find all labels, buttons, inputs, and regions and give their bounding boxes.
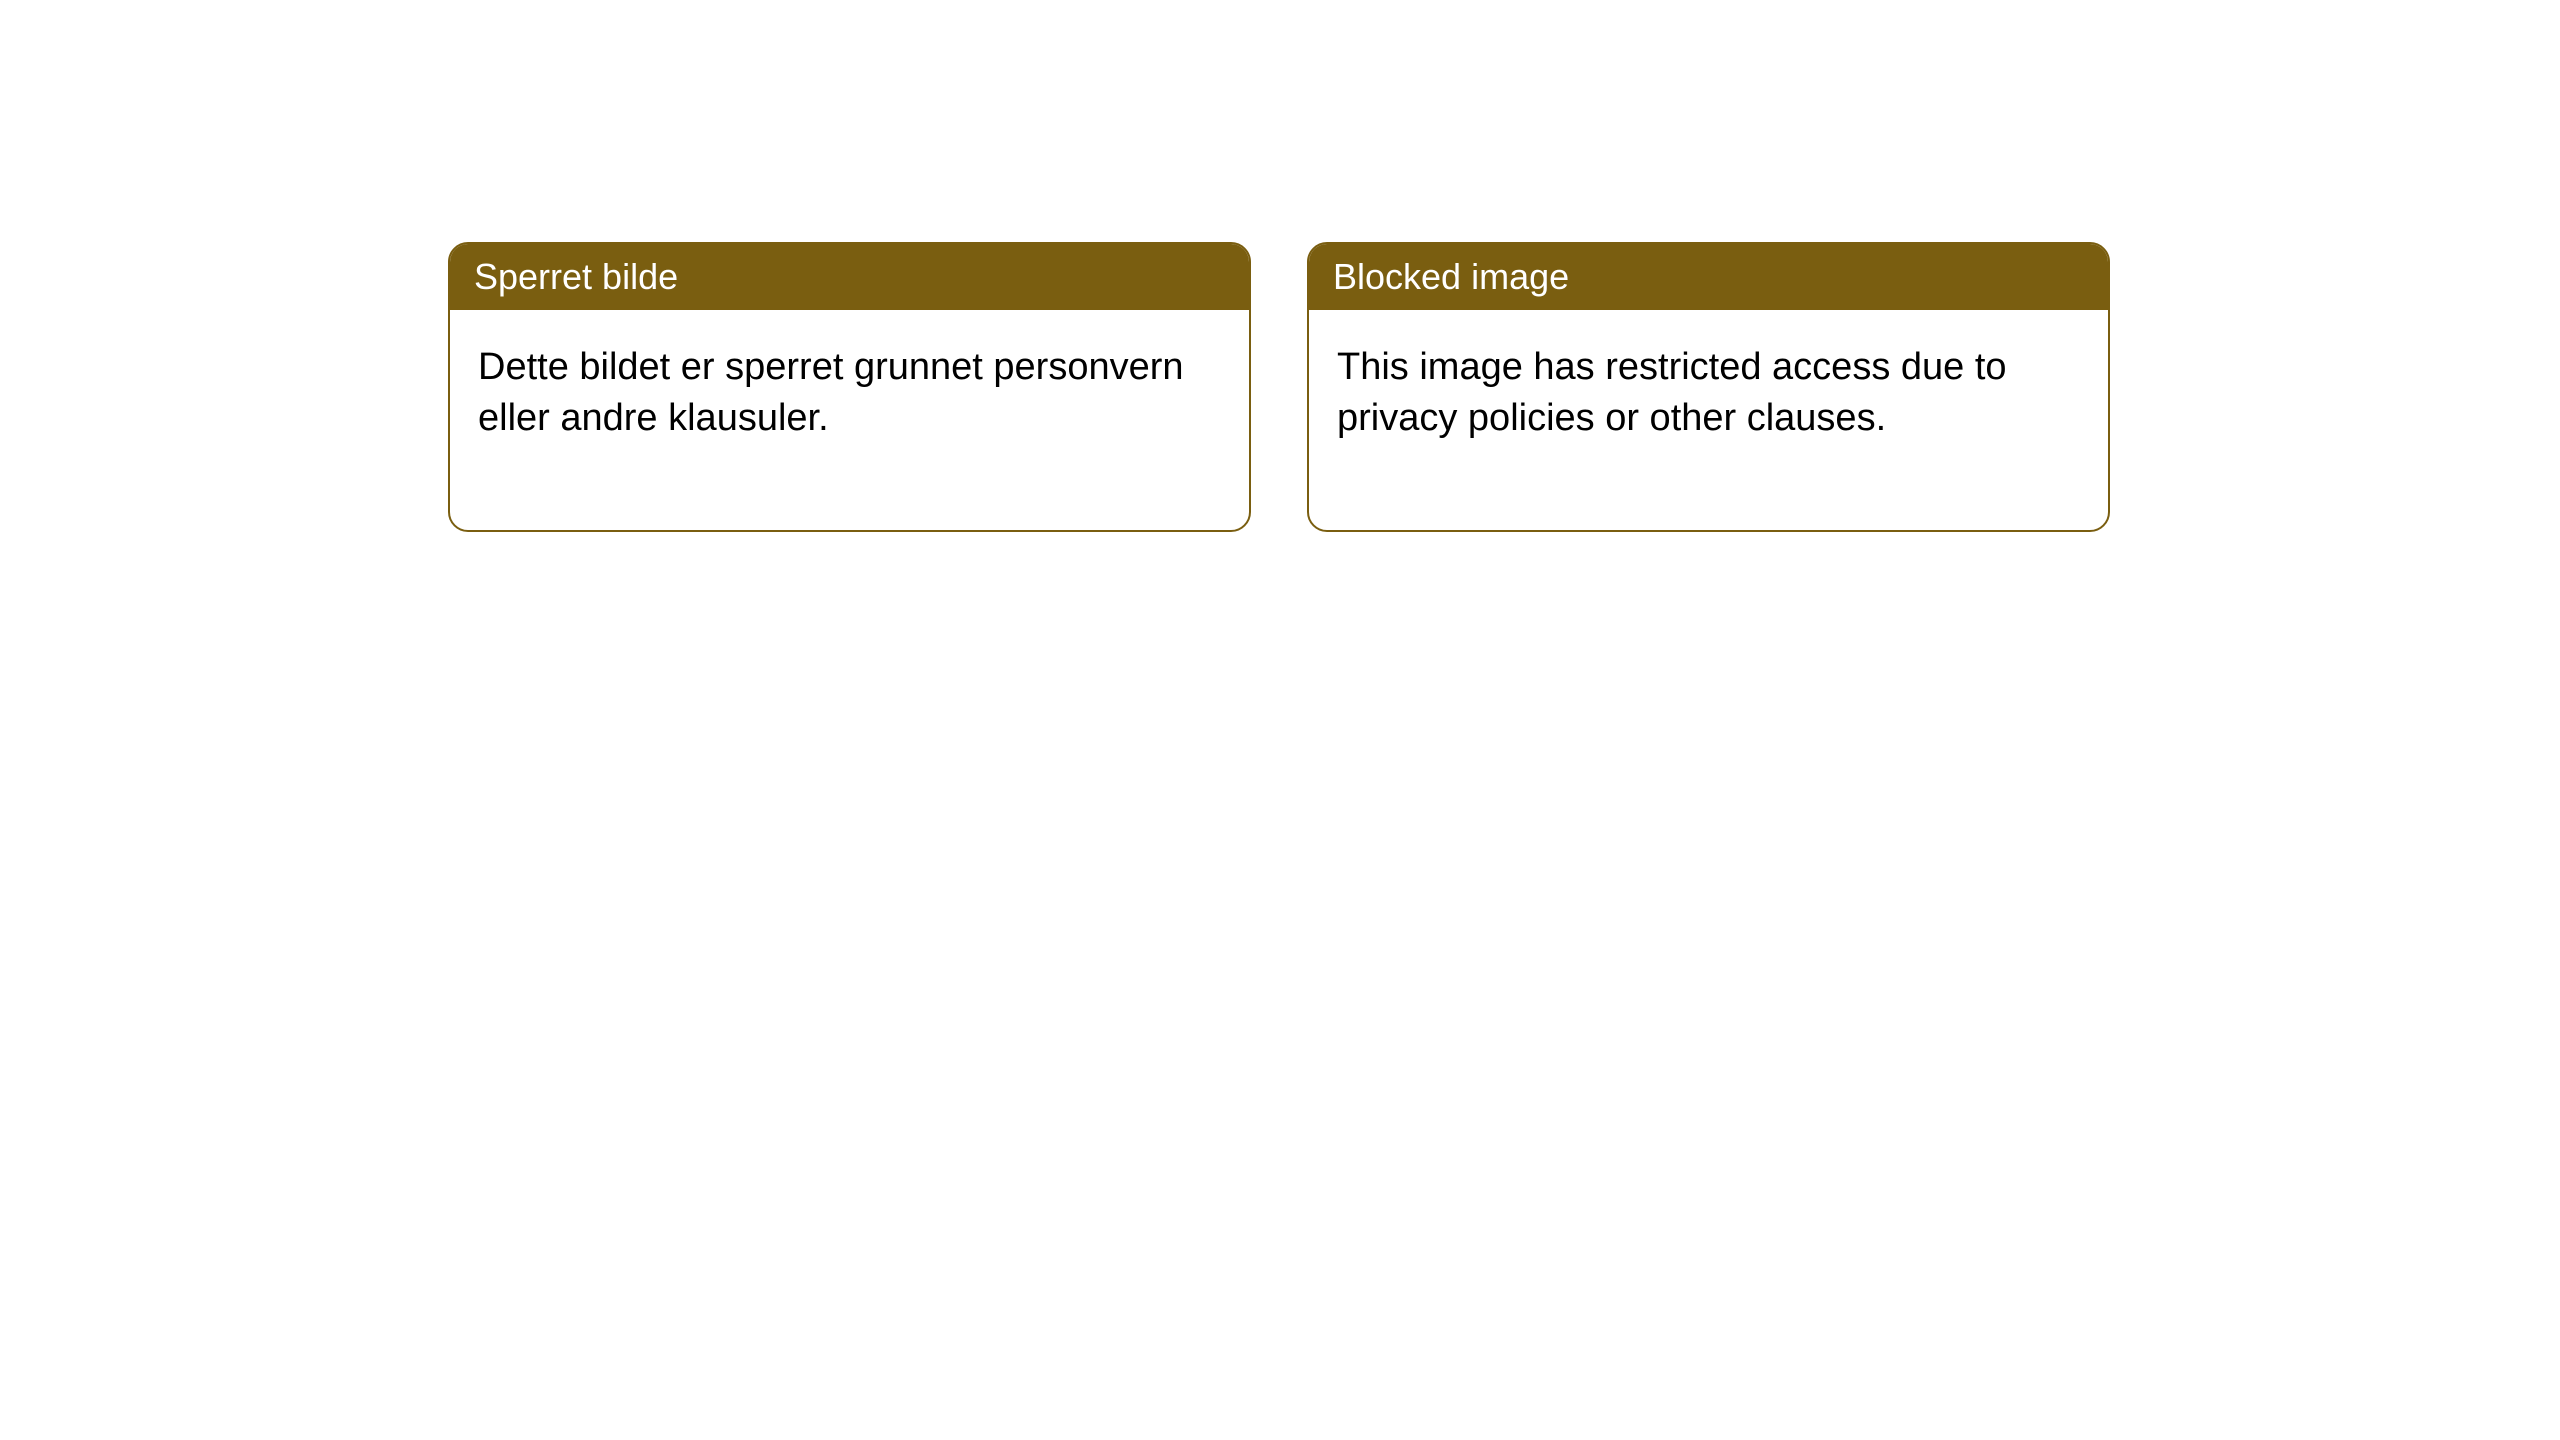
notice-header-english: Blocked image <box>1309 244 2108 310</box>
notice-text: Dette bildet er sperret grunnet personve… <box>478 346 1184 439</box>
notice-title: Sperret bilde <box>474 256 678 297</box>
notice-header-norwegian: Sperret bilde <box>450 244 1249 310</box>
notice-body-norwegian: Dette bildet er sperret grunnet personve… <box>450 310 1249 530</box>
notice-box-norwegian: Sperret bilde Dette bildet er sperret gr… <box>448 242 1251 532</box>
notice-body-english: This image has restricted access due to … <box>1309 310 2108 530</box>
notices-container: Sperret bilde Dette bildet er sperret gr… <box>0 0 2560 532</box>
notice-text: This image has restricted access due to … <box>1337 346 2007 439</box>
notice-title: Blocked image <box>1333 256 1569 297</box>
notice-box-english: Blocked image This image has restricted … <box>1307 242 2110 532</box>
